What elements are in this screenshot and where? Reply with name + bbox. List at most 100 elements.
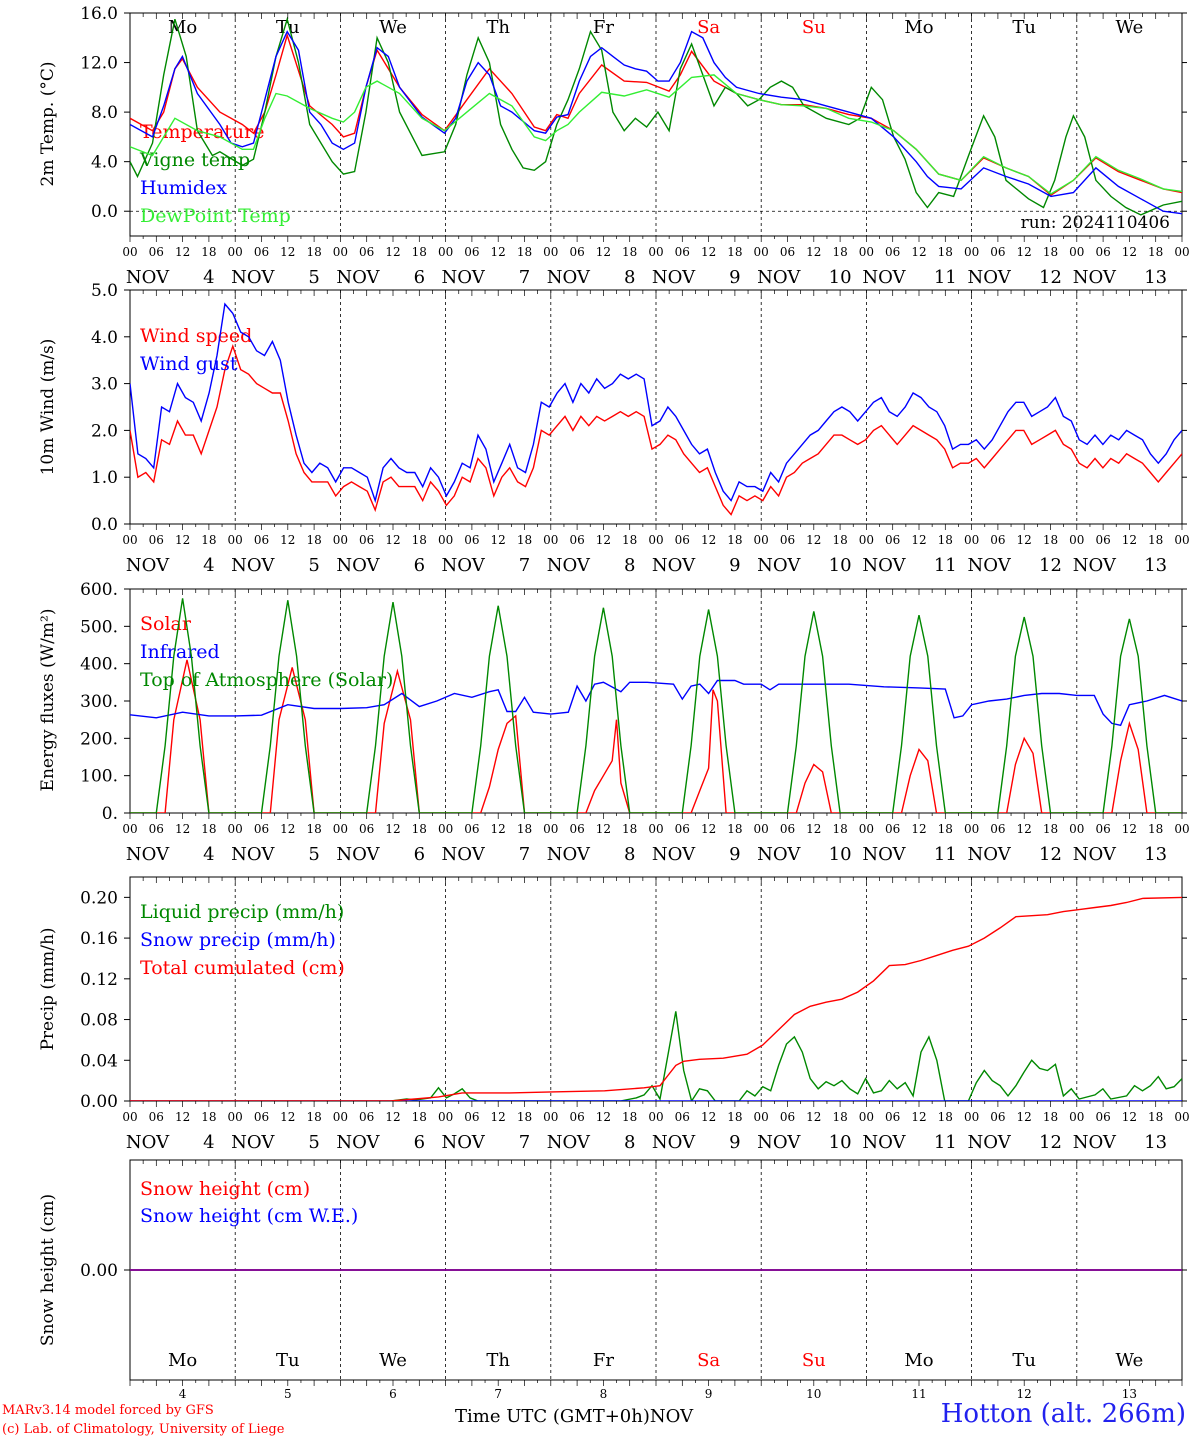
month-label: NOV	[442, 1132, 486, 1153]
weekday-label: Mo	[904, 17, 933, 38]
month-label: NOV	[652, 267, 696, 288]
day-number: 5	[284, 1387, 292, 1401]
y-tick-label: 400.	[80, 655, 118, 675]
legend-entry: Infrared	[140, 641, 220, 663]
day-number: 9	[729, 555, 740, 576]
hour-label: 06	[569, 1110, 584, 1124]
hour-label: 06	[149, 822, 164, 836]
hour-label: 18	[306, 533, 321, 547]
month-label: NOV	[547, 267, 591, 288]
day-number: 8	[624, 844, 635, 865]
hour-label: 00	[964, 245, 979, 259]
month-label: NOV	[231, 1132, 275, 1153]
hour-label: 12	[385, 245, 400, 259]
hour-label: 06	[464, 533, 479, 547]
hour-label: 12	[911, 822, 926, 836]
hour-label: 00	[438, 822, 453, 836]
hour-label: 06	[990, 822, 1005, 836]
hour-label: 06	[1095, 533, 1110, 547]
hour-label: 06	[885, 1110, 900, 1124]
hour-label: 18	[412, 822, 427, 836]
legend-entry: Snow height (cm)	[140, 1178, 310, 1200]
month-label: NOV	[862, 844, 906, 865]
hour-label: 06	[149, 1110, 164, 1124]
hour-label: 12	[175, 245, 190, 259]
day-number: 12	[1039, 555, 1062, 576]
y-tick-label: 0.0	[91, 515, 118, 535]
month-label: NOV	[862, 555, 906, 576]
month-label: NOV	[336, 267, 380, 288]
hour-label: 18	[517, 822, 532, 836]
hour-label: 12	[1122, 1110, 1137, 1124]
hour-label: 06	[675, 245, 690, 259]
legend-entry: Snow precip (mm/h)	[140, 929, 336, 951]
hour-label: 18	[938, 1110, 953, 1124]
y-axis-label: Snow height (cm)	[38, 1194, 58, 1346]
weekday-label: Mo	[168, 1350, 197, 1371]
hour-label: 00	[228, 245, 243, 259]
series-line-liquid-precip-mm-h-	[130, 1011, 1182, 1101]
weekday-label: Tu	[276, 17, 300, 38]
hour-label: 00	[122, 533, 137, 547]
y-tick-label: 0.12	[80, 970, 118, 990]
hour-label: 12	[175, 1110, 190, 1124]
hour-label: 06	[359, 533, 374, 547]
day-number: 10	[829, 844, 852, 865]
day-number: 11	[934, 555, 957, 576]
panel-4: 0.00 0.04 0.08 0.12 0.16 0.20 Precip (mm/h) 00 0…	[38, 876, 1190, 1153]
hour-label: 00	[648, 533, 663, 547]
y-tick-label: 200.	[80, 729, 118, 749]
panel-3: 0. 100. 200. 300. 400. 500. 600. Energy fluxes …	[38, 580, 1190, 865]
y-tick-label: 16.0	[80, 4, 118, 24]
hour-label: 12	[701, 245, 716, 259]
footer-credits: MARv3.14 model forced by GFS (c) Lab. of…	[2, 1401, 284, 1439]
hour-label: 12	[1017, 1110, 1032, 1124]
hour-label: 00	[333, 1110, 348, 1124]
day-number: 9	[729, 267, 740, 288]
hour-label: 00	[438, 1110, 453, 1124]
hour-label: 12	[806, 822, 821, 836]
month-label: NOV	[547, 1132, 591, 1153]
hour-label: 18	[622, 245, 637, 259]
hour-label: 18	[622, 822, 637, 836]
hour-label: 18	[517, 1110, 532, 1124]
hour-label: 12	[385, 1110, 400, 1124]
y-axis-label: 2m Temp. (°C)	[38, 61, 58, 186]
hour-label: 00	[754, 822, 769, 836]
hour-label: 06	[780, 1110, 795, 1124]
hour-label: 06	[780, 533, 795, 547]
hour-label: 12	[385, 533, 400, 547]
weekday-label: Th	[486, 1350, 510, 1371]
hour-label: 12	[806, 245, 821, 259]
y-tick-label: 0.16	[80, 929, 118, 949]
hour-label: 06	[254, 533, 269, 547]
hour-label: 12	[701, 822, 716, 836]
hour-label: 00	[438, 533, 453, 547]
month-label: NOV	[649, 1406, 694, 1427]
hour-label: 12	[491, 245, 506, 259]
hour-label: 00	[1069, 245, 1084, 259]
hour-label: 00	[859, 533, 874, 547]
month-label: NOV	[126, 555, 170, 576]
hour-label: 12	[806, 533, 821, 547]
month-label: NOV	[862, 267, 906, 288]
day-number: 5	[308, 844, 319, 865]
hour-label: 06	[254, 822, 269, 836]
hour-label: 18	[727, 533, 742, 547]
legend-entry: Top of Atmosphere (Solar)	[140, 669, 393, 691]
day-number: 4	[179, 1387, 187, 1401]
y-tick-label: 0.00	[80, 1261, 118, 1281]
series-line-wind-speed	[130, 344, 1182, 516]
panel-frame	[129, 12, 1183, 237]
hour-label: 12	[1122, 822, 1137, 836]
weekday-label: Su	[802, 1350, 826, 1371]
month-label: NOV	[547, 844, 591, 865]
hour-label: 18	[412, 533, 427, 547]
hour-label: 12	[280, 822, 295, 836]
hour-label: 00	[228, 1110, 243, 1124]
hour-label: 12	[385, 822, 400, 836]
weekday-label: We	[1116, 17, 1144, 38]
y-tick-label: 5.0	[91, 281, 118, 301]
day-number: 10	[829, 1132, 852, 1153]
day-number: 6	[414, 267, 425, 288]
